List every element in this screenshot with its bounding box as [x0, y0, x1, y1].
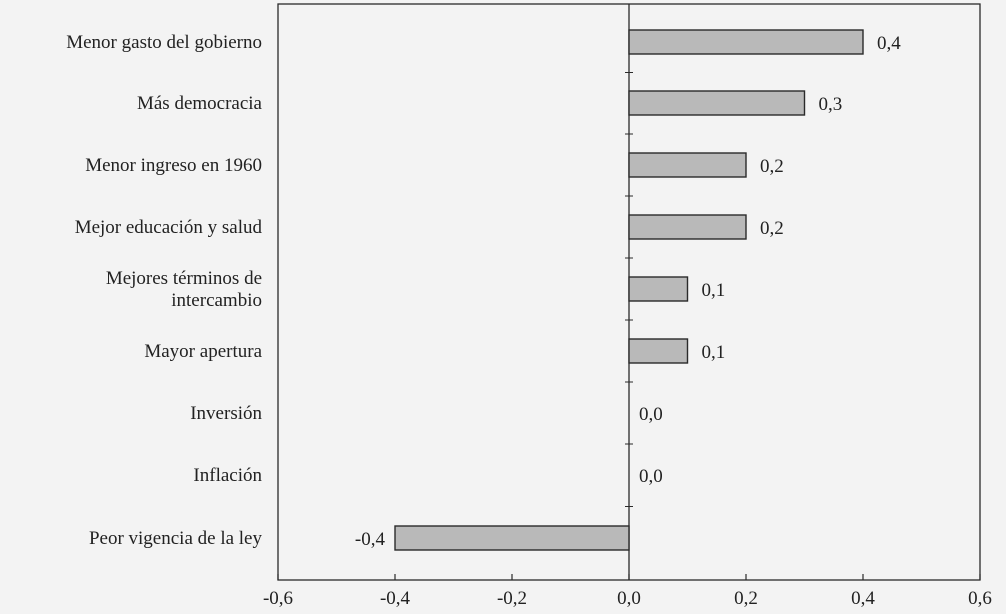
- x-tick-label: 0,2: [734, 588, 758, 609]
- x-tick-label: 0,0: [617, 588, 641, 609]
- plot-area: -0,6 -0,4 -0,2 0,0 0,2 0,4 0,6 Menor gasto del …: [66, 3, 992, 609]
- category-label: Inversión: [190, 403, 262, 424]
- bar: [628, 214, 747, 240]
- value-label: 0,0: [639, 466, 663, 487]
- value-label: 0,4: [877, 33, 901, 54]
- bar: [394, 525, 630, 551]
- value-label: 0,0: [639, 404, 663, 425]
- value-label: 0,1: [702, 342, 726, 363]
- value-label: 0,2: [760, 218, 784, 239]
- value-label: -0,4: [355, 529, 386, 550]
- bar: [628, 29, 864, 55]
- category-label: Menor ingreso en 1960: [85, 155, 262, 176]
- x-tick-label: -0,4: [380, 588, 411, 609]
- x-tick-label: -0,2: [497, 588, 527, 609]
- bar: [628, 276, 689, 302]
- x-tick-label: 0,6: [968, 588, 992, 609]
- bar: [628, 90, 806, 116]
- category-label: Más democracia: [137, 93, 263, 114]
- category-label: Menor gasto del gobierno: [66, 32, 262, 53]
- x-tick-label: -0,6: [263, 588, 293, 609]
- value-label: 0,2: [760, 156, 784, 177]
- category-label: Mejor educación y salud: [75, 217, 263, 238]
- x-tick-label: 0,4: [851, 588, 875, 609]
- category-label: Mejores términos de intercambio: [106, 268, 262, 311]
- category-label: Inflación: [193, 465, 262, 486]
- category-label: Peor vigencia de la ley: [89, 528, 263, 549]
- bar: [628, 152, 747, 178]
- category-label: Mayor apertura: [144, 341, 262, 362]
- value-label: 0,1: [702, 280, 726, 301]
- value-label: 0,3: [819, 94, 843, 115]
- bar: [628, 338, 689, 364]
